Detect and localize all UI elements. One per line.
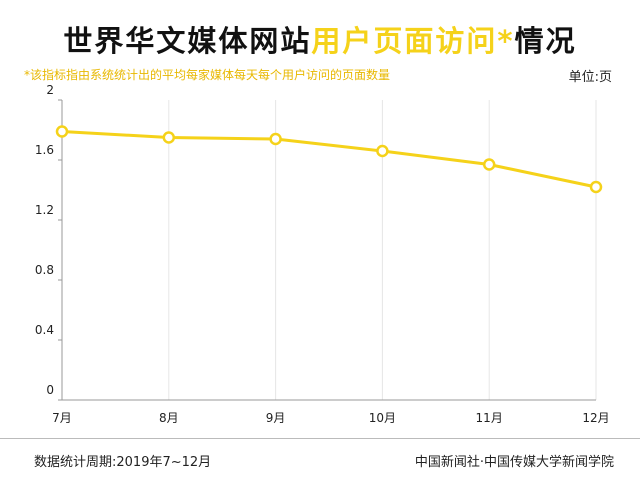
title-part-2: 用户页面访问* (311, 24, 515, 58)
footer-divider (0, 438, 640, 439)
title-part-3: 情况 (514, 24, 577, 58)
data-point (589, 180, 603, 194)
y-tick-label: 0.4 (35, 323, 54, 337)
data-point (376, 144, 389, 158)
data-point (162, 131, 176, 144)
footnote: *该指标指由系统统计出的平均每家媒体每天每个用户访问的页面数量 (24, 68, 391, 82)
chart-title: 世界华文媒体网站用户页面访问*情况 (0, 18, 640, 60)
data-point (482, 158, 496, 171)
y-tick-label: 2 (46, 83, 54, 97)
x-tick-label: 9月 (266, 411, 286, 425)
data-point (269, 132, 282, 146)
x-tick-label: 7月 (52, 411, 72, 425)
x-tick-label: 11月 (476, 411, 503, 425)
series-layer (55, 125, 603, 194)
title-part-1: 世界华文媒体网站 (63, 24, 312, 58)
y-tick-label: 0 (46, 383, 54, 397)
label-layer: 0 0.4 0.8 1.2 1.6 2 7月 8月 9月 10月 11月 12月 (35, 83, 610, 425)
data-point (55, 125, 69, 138)
series-line (61, 130, 597, 189)
y-tick-label: 1.2 (35, 203, 54, 217)
x-tick-label: 12月 (582, 411, 609, 425)
y-tick-label: 0.8 (35, 263, 54, 277)
x-tick-label: 10月 (369, 411, 396, 425)
axis-layer (58, 99, 596, 401)
y-tick-label: 1.6 (35, 143, 54, 157)
x-tick-label: 8月 (159, 411, 179, 425)
data-period: 数据统计周期:2019年7~12月 (34, 455, 212, 470)
unit-label: 单位:页 (568, 70, 612, 85)
data-source: 中国新闻社·中国传媒大学新闻学院 (414, 455, 614, 470)
grid-layer (168, 100, 597, 400)
